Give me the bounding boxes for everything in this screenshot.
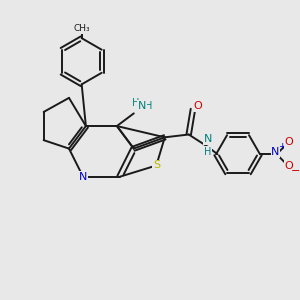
Text: H: H [145,101,152,111]
Text: O: O [194,101,202,111]
Text: O: O [285,161,293,171]
Text: −: − [290,166,300,176]
Text: H: H [204,147,211,157]
Text: H: H [132,98,140,108]
Text: N: N [204,134,212,144]
Text: N: N [271,147,280,157]
Text: CH₃: CH₃ [73,24,90,33]
Text: O: O [285,137,293,147]
Text: N: N [79,172,87,182]
Text: S: S [153,160,160,170]
Text: N: N [137,101,146,111]
Text: +: + [278,142,285,151]
